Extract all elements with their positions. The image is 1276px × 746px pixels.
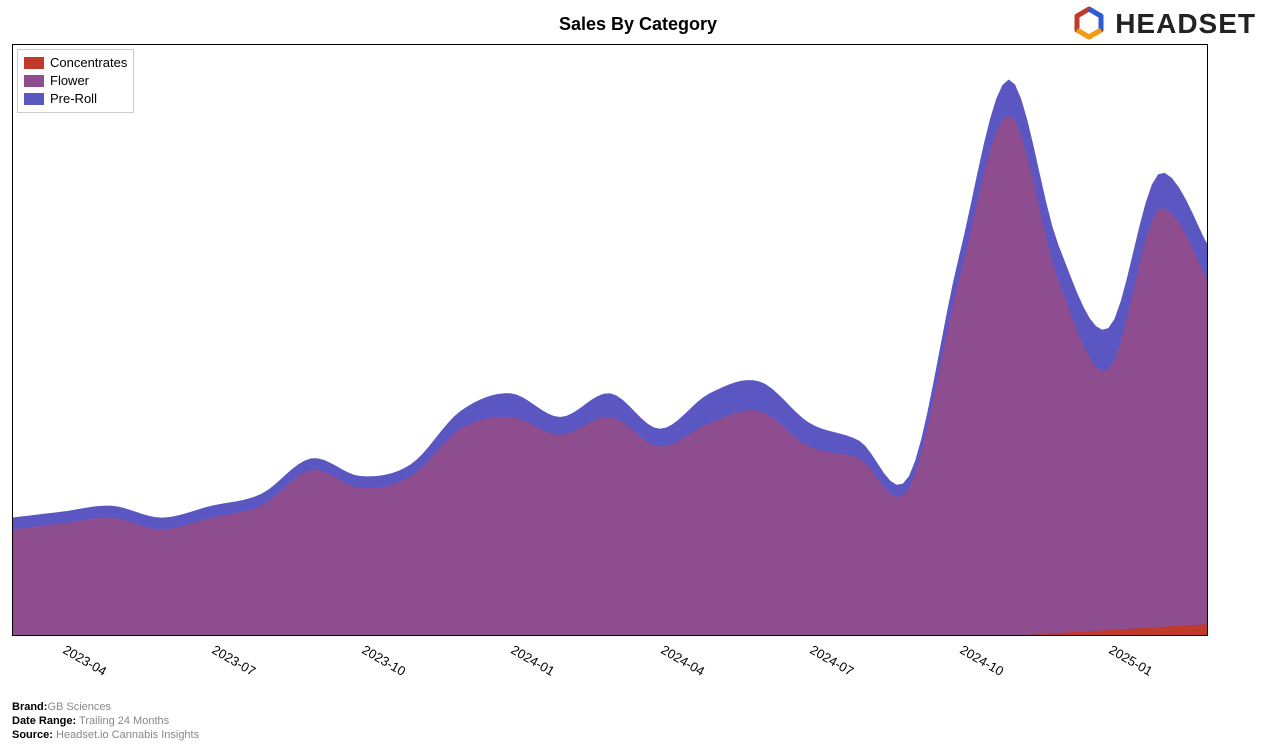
x-tick-label: 2024-07 bbox=[808, 642, 857, 679]
x-tick-label: 2023-07 bbox=[210, 642, 259, 679]
footer-brand: Brand:GB Sciences bbox=[12, 700, 199, 714]
x-tick-label: 2023-04 bbox=[60, 642, 109, 679]
legend-swatch bbox=[24, 75, 44, 87]
footer-source-value: Headset.io Cannabis Insights bbox=[53, 729, 199, 741]
legend-label: Flower bbox=[50, 72, 89, 90]
area-chart-svg bbox=[12, 44, 1208, 636]
chart-footer: Brand:GB Sciences Date Range: Trailing 2… bbox=[12, 700, 199, 742]
footer-date-range-label: Date Range: bbox=[12, 715, 76, 727]
legend-item: Pre-Roll bbox=[24, 90, 127, 108]
legend-swatch bbox=[24, 93, 44, 105]
brand-logo: HEADSET bbox=[1071, 6, 1256, 42]
legend-item: Concentrates bbox=[24, 54, 127, 72]
legend-swatch bbox=[24, 57, 44, 69]
headset-logo-icon bbox=[1071, 6, 1107, 42]
x-axis-labels: 2023-04 2023-07 2023-10 2024-01 2024-04 2024-… bbox=[12, 636, 1208, 696]
legend: ConcentratesFlowerPre-Roll bbox=[17, 49, 134, 113]
footer-date-range: Date Range: Trailing 24 Months bbox=[12, 714, 199, 728]
footer-date-range-value: Trailing 24 Months bbox=[76, 715, 169, 727]
x-tick-label: 2024-01 bbox=[509, 642, 558, 679]
legend-label: Concentrates bbox=[50, 54, 127, 72]
x-tick-label: 2024-10 bbox=[957, 642, 1006, 679]
x-tick-label: 2024-04 bbox=[658, 642, 707, 679]
footer-brand-label: Brand: bbox=[12, 701, 47, 713]
legend-item: Flower bbox=[24, 72, 127, 90]
plot-area: ConcentratesFlowerPre-Roll bbox=[12, 44, 1208, 636]
chart-container: Sales By Category HEADSET ConcentratesFl… bbox=[0, 0, 1276, 746]
footer-source-label: Source: bbox=[12, 729, 53, 741]
brand-logo-text: HEADSET bbox=[1115, 8, 1256, 40]
footer-brand-value: GB Sciences bbox=[47, 701, 111, 713]
footer-source: Source: Headset.io Cannabis Insights bbox=[12, 728, 199, 742]
x-tick-label: 2025-01 bbox=[1107, 642, 1156, 679]
area-series bbox=[12, 115, 1208, 636]
x-tick-label: 2023-10 bbox=[359, 642, 408, 679]
legend-label: Pre-Roll bbox=[50, 90, 97, 108]
